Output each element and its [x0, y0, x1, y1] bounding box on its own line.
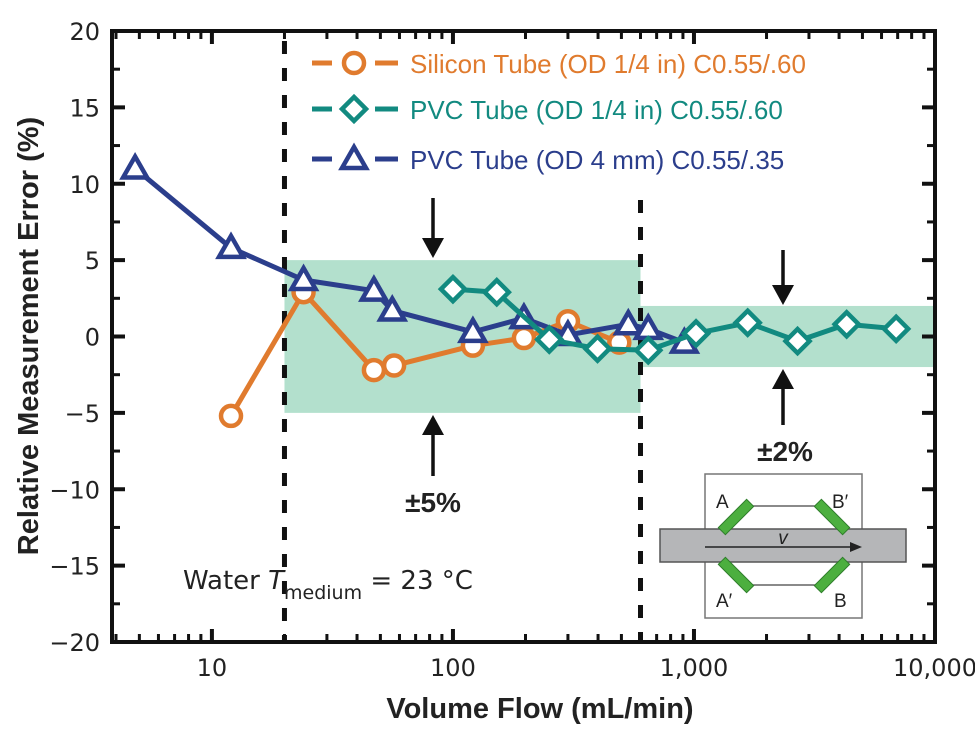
data-point: [358, 274, 390, 302]
velocity-label: v: [778, 528, 789, 549]
y-tick-label: 20: [69, 18, 100, 46]
data-point: [119, 151, 151, 180]
data-point: [511, 325, 537, 351]
data-point: [680, 318, 712, 349]
label-b-prime: B′: [832, 492, 849, 513]
data-point: [218, 403, 244, 429]
legend-marker: [341, 50, 367, 76]
data-point: [361, 357, 387, 383]
sensor-inset-diagram: v A B′ A′ B: [659, 473, 907, 619]
medium-symbol: T: [268, 566, 286, 596]
medium-temperature-note: Water Tmedium = 23 °C: [183, 566, 473, 604]
data-point: [880, 313, 912, 345]
transducer-a-prime: [717, 556, 755, 594]
x-tick-label: 10: [197, 654, 228, 682]
data-point: [437, 273, 469, 305]
legend-label: Silicon Tube (OD 1/4 in) C0.55/.60: [410, 49, 806, 79]
y-axis-title: Relative Measurement Error (%): [13, 117, 45, 555]
data-point: [287, 263, 320, 292]
legend-marker: [338, 93, 370, 125]
data-point: [381, 353, 407, 378]
y-tick-label: 0: [85, 324, 100, 352]
series-diamond: [437, 273, 912, 366]
y-tick-label: −20: [49, 629, 100, 657]
medium-suffix: = 23 °C: [362, 566, 473, 596]
data-point: [732, 307, 763, 338]
arrow-down-5pct: [422, 198, 444, 258]
y-tick-label: −10: [49, 476, 100, 504]
legend-item-triangle: PVC Tube (OD 4 mm) C0.55/.35: [312, 142, 784, 175]
range-arrows: [422, 198, 794, 476]
x-tick-label: 100: [430, 654, 476, 682]
transducer-b-prime: [813, 498, 851, 536]
legend-item-diamond: PVC Tube (OD 1/4 in) C0.55/.60: [312, 93, 783, 125]
data-point: [612, 307, 645, 336]
arrow-head: [422, 238, 444, 258]
data-point: [376, 293, 409, 322]
data-point: [481, 277, 512, 308]
band-label-2pct: ±2%: [757, 436, 813, 467]
data-point: [534, 324, 565, 355]
arrow-up-5pct: [422, 415, 444, 476]
data-point: [782, 325, 813, 357]
flow-arrow-head: [850, 542, 862, 552]
medium-subscript: medium: [284, 582, 362, 604]
x-tick-label: 1,000: [660, 654, 729, 682]
series-line: [450, 286, 899, 353]
data-point: [831, 309, 862, 340]
legend: Silicon Tube (OD 1/4 in) C0.55/.60 PVC Tu…: [312, 49, 806, 175]
arrow-head: [422, 415, 444, 435]
transducer-b: [813, 556, 851, 594]
arrow-up-2pct: [772, 369, 794, 425]
data-point: [633, 335, 664, 366]
pipe: [659, 528, 907, 563]
y-tick-label: 10: [69, 171, 100, 199]
legend-label: PVC Tube (OD 4 mm) C0.55/.35: [410, 145, 784, 175]
label-a: A: [716, 492, 729, 513]
data-point: [457, 315, 489, 344]
x-axis-title: Volume Flow (mL/min): [386, 693, 693, 725]
arrow-head: [772, 369, 794, 389]
y-tick-label: 15: [69, 94, 100, 122]
band-label-5pct: ±5%: [405, 487, 461, 518]
y-tick-label: 5: [85, 247, 100, 275]
legend-item-circle: Silicon Tube (OD 1/4 in) C0.55/.60: [312, 49, 806, 79]
threshold-lines: [281, 41, 644, 642]
legend-label: PVC Tube (OD 1/4 in) C0.55/.60: [410, 95, 783, 125]
arrow-down-2pct: [772, 250, 794, 305]
y-tick-label: −15: [49, 553, 100, 581]
data-point: [215, 231, 247, 260]
label-a-prime: A′: [716, 591, 733, 612]
x-tick-label: 10,000: [893, 654, 975, 682]
y-tick-label: −5: [65, 400, 100, 428]
transducer-a: [717, 498, 755, 536]
legend-marker: [338, 142, 370, 171]
label-b: B: [834, 591, 847, 612]
data-series: [119, 151, 912, 429]
medium-prefix: Water: [183, 566, 268, 596]
data-point: [582, 333, 613, 364]
ticks: −20 −15 −10 −5 0 5 10 15 20 10 100 1,000 10,000: [49, 18, 975, 682]
arrow-head: [772, 285, 794, 305]
